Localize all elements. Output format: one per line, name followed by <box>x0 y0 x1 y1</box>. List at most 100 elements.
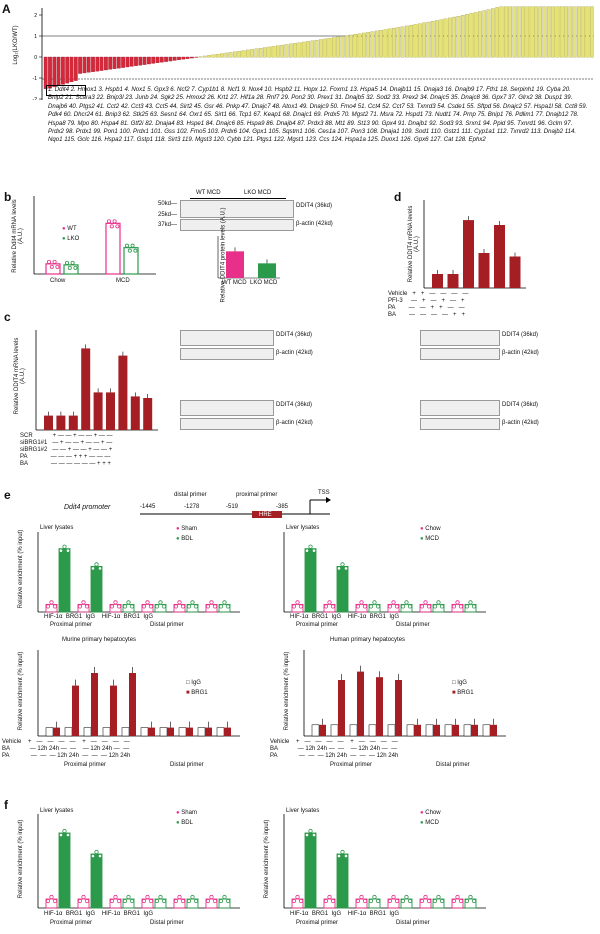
brg1-bar <box>376 677 383 736</box>
a-bar <box>86 56 91 73</box>
legend-brg1: BRG1 <box>191 690 208 696</box>
a-bar <box>125 56 130 68</box>
liver-dot <box>193 604 199 609</box>
liver-dot <box>186 898 192 904</box>
liver-dot <box>62 828 67 834</box>
a-bar <box>340 36 345 58</box>
e-promoter-diagram <box>140 497 331 518</box>
liver-dot <box>116 604 122 609</box>
a-bar <box>357 33 362 58</box>
a-bar <box>69 56 74 83</box>
e-pos-1445: -1445 <box>140 504 156 510</box>
brg1-bar <box>224 727 231 736</box>
a-bar <box>301 41 306 58</box>
liver-dot <box>423 894 428 900</box>
brg1-bar <box>148 727 155 736</box>
f-left-distal: Distal primer <box>150 920 184 926</box>
liver-dot <box>58 832 64 838</box>
liver-dot <box>375 604 381 609</box>
a-bar <box>542 6 547 58</box>
a-bar <box>413 24 418 58</box>
liver-dot <box>359 600 364 605</box>
igg-bar <box>330 724 339 737</box>
liver-dot <box>173 604 179 609</box>
f-right-chart <box>283 814 486 909</box>
b-inset-chart <box>217 236 280 279</box>
d-blot1-ddit4 <box>420 330 500 346</box>
liver-dot <box>141 898 147 904</box>
c-row-label: PA <box>20 454 28 460</box>
a-bar <box>499 6 504 58</box>
liver-dot <box>126 600 131 605</box>
liver-dot <box>295 600 300 605</box>
liver-dot <box>464 898 470 904</box>
x-brg1: BRG1 <box>123 911 140 917</box>
liver-dot <box>154 898 160 904</box>
e-pos-519: -519 <box>226 504 239 510</box>
e-left-ylabel: Relative enrichment (% input) <box>18 529 24 609</box>
e-left-legend-bdl: ● BDL <box>176 536 193 542</box>
liver-dot <box>330 898 336 904</box>
liver-dot <box>436 600 441 605</box>
brg1-bar <box>490 724 497 736</box>
a-bar <box>512 6 517 58</box>
a-bar <box>168 56 173 62</box>
liver-dot <box>90 853 96 859</box>
e-primer-proximal: proximal primer <box>236 492 278 498</box>
liver-dot <box>45 604 51 609</box>
a-bar <box>452 16 457 58</box>
liver-dot <box>49 600 54 605</box>
a-bar <box>129 56 134 67</box>
e-row-ba: BA — 12h 24h — — — 12h 24h — — <box>2 746 130 752</box>
b-dot <box>70 260 75 265</box>
liver-dot <box>355 604 361 609</box>
a-bar <box>211 54 216 58</box>
b-dot <box>55 264 60 269</box>
bar <box>463 220 474 288</box>
brg1-bar <box>110 685 117 736</box>
igg-bar <box>140 727 149 737</box>
c-blot2-label-ddit4: DDIT4 (36kd) <box>276 402 313 408</box>
e-murine-chart <box>37 650 240 737</box>
igg-bar <box>444 724 453 737</box>
a-bar <box>435 20 439 58</box>
liver-dot <box>336 566 342 571</box>
a-bar <box>258 47 263 58</box>
x-igg: IgG <box>389 911 400 917</box>
liver-dot <box>291 604 297 609</box>
a-bar <box>112 56 117 69</box>
e-tss-label: TSS <box>318 490 330 496</box>
panel-c-ylabel: Relative DDIT4 mRNA levels (A.U.) <box>14 337 26 415</box>
a-bar <box>349 34 353 58</box>
a-bar <box>417 23 422 58</box>
f-left-x: HIF-1α BRG1 IgG HIF-1α BRG1 IgG <box>44 911 153 917</box>
b-legend-wt-label: WT <box>67 226 77 232</box>
c-blot1-actin <box>180 348 274 360</box>
liver-dot <box>426 604 432 609</box>
a-bar <box>439 19 444 58</box>
liver-dot <box>154 604 160 609</box>
liver-dot <box>145 894 150 900</box>
liver-dot <box>94 849 99 855</box>
a-bar <box>250 49 254 58</box>
a-bar <box>585 6 590 58</box>
panel-d-bar-chart <box>423 200 526 289</box>
bar <box>258 263 276 278</box>
a-bar <box>344 35 349 58</box>
a-bar <box>310 40 315 58</box>
a-bar <box>198 56 203 58</box>
liver-bar <box>90 565 103 613</box>
liver-bar <box>304 548 317 613</box>
a-bar <box>284 44 289 58</box>
liver-dot <box>113 600 118 605</box>
liver-dot <box>81 894 86 900</box>
a-ytick-label: -2 <box>33 97 38 100</box>
a-bar <box>99 56 104 71</box>
bar <box>494 225 505 288</box>
liver-dot <box>308 544 313 549</box>
igg-bar <box>159 727 168 737</box>
a-bar <box>138 56 143 66</box>
b-mw-25: 25kd— <box>158 212 178 218</box>
liver-dot <box>65 548 71 553</box>
a-bar <box>331 37 336 58</box>
